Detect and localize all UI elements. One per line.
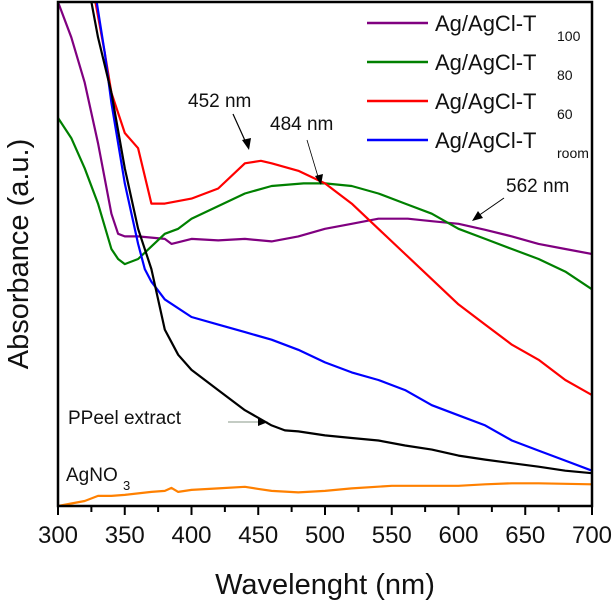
x-tick-label: 600	[438, 522, 478, 549]
annotation-484-arrowhead	[315, 174, 323, 185]
annotation-ppeel: PPeel extract	[68, 408, 268, 429]
series-line-agno3	[58, 482, 592, 506]
series-line-ag-agcl-t80	[58, 117, 592, 291]
x-tick-label: 550	[372, 522, 412, 549]
annotation-452: 452 nm	[188, 91, 251, 150]
legend-label: Ag/AgCl-T	[435, 128, 536, 153]
annotation-562-label: 562 nm	[506, 176, 569, 197]
series-line-ppeel-extract	[90, 2, 592, 475]
legend-item: Ag/AgCl-T 60	[367, 89, 573, 122]
x-tick-label: 650	[505, 522, 545, 549]
annotation-562-arrow	[477, 197, 505, 217]
legend-label: Ag/AgCl-T	[435, 50, 536, 75]
annotation-484-arrow	[306, 139, 320, 181]
annotation-484-label: 484 nm	[270, 114, 333, 135]
annotation-562-arrowhead	[472, 211, 483, 221]
annotation-agno3: AgNO 3	[66, 465, 130, 493]
legend-label-subscript: 100	[557, 28, 581, 44]
annotation-484: 484 nm	[270, 114, 333, 185]
x-tick-label: 350	[105, 522, 145, 549]
series-line-ag-agcl-t60	[94, 2, 592, 397]
legend-label-subscript: 60	[557, 106, 573, 122]
annotation-562: 562 nm	[472, 176, 569, 221]
series-layer	[58, 2, 592, 506]
plot-frame	[56, 0, 594, 508]
legend-item: Ag/AgCl-T 100	[367, 11, 581, 44]
series-line-ag-agcl-troom	[95, 2, 592, 472]
annotation-452-label: 452 nm	[188, 91, 251, 112]
annotation-ppeel-label: PPeel extract	[68, 408, 182, 429]
x-axis-ticks: 300 350 400 450 500 550 600 650 700	[38, 506, 612, 549]
legend-label-subscript: 80	[557, 67, 573, 83]
x-tick-label: 400	[171, 522, 211, 549]
annotation-ppeel-arrowhead	[258, 418, 268, 426]
legend-item: Ag/AgCl-T room	[367, 128, 589, 161]
annotation-agno3-label: AgNO	[66, 465, 118, 486]
legend-label: Ag/AgCl-T	[435, 89, 536, 114]
legend-item: Ag/AgCl-T 80	[367, 50, 573, 83]
x-axis-label: Wavelenght (nm)	[215, 569, 435, 601]
series-line-ag-agcl-t100	[58, 2, 592, 256]
x-tick-label: 700	[572, 522, 612, 549]
x-tick-label: 450	[238, 522, 278, 549]
x-tick-label: 500	[305, 522, 345, 549]
y-axis-label: Absorbance (a.u.)	[3, 139, 35, 370]
annotation-452-arrowhead	[242, 138, 251, 150]
legend-label: Ag/AgCl-T	[435, 11, 536, 36]
x-tick-label: 300	[38, 522, 78, 549]
legend-label-subscript: room	[557, 145, 589, 161]
annotation-agno3-subscript: 3	[123, 478, 130, 493]
